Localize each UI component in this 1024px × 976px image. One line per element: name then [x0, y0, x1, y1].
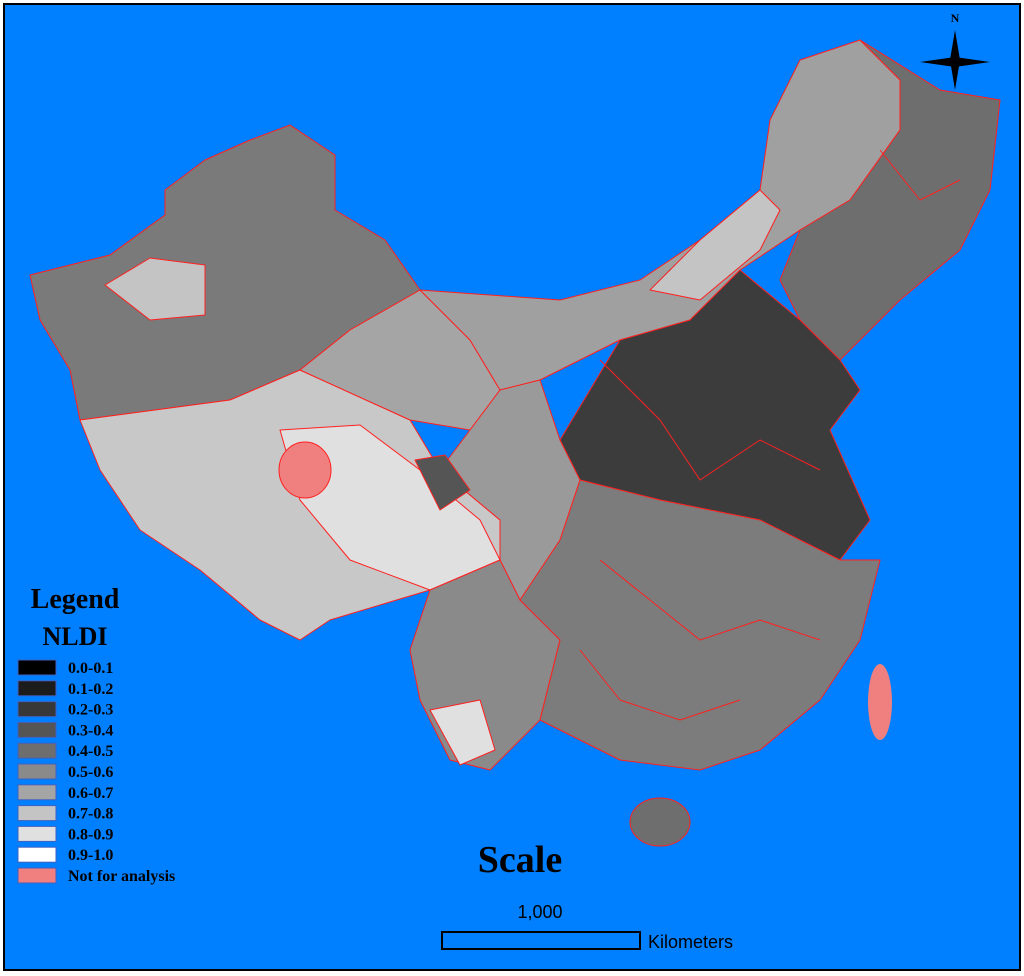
scale-unit: Kilometers: [648, 932, 733, 952]
legend-swatch: [17, 680, 57, 697]
excluded-region: [278, 441, 332, 499]
scale-distance: 1,000: [517, 902, 562, 922]
legend-swatch: [17, 701, 57, 718]
compass: N: [920, 11, 990, 90]
region: [104, 257, 206, 321]
legend-swatch: [17, 846, 57, 863]
legend-swatch: [17, 805, 57, 822]
regions: [29, 39, 1001, 847]
legend-swatch: [17, 763, 57, 780]
boundary: [599, 559, 821, 641]
legend-label: 0.3-0.4: [68, 722, 113, 739]
region: [414, 454, 471, 511]
region: [29, 124, 421, 421]
region: [629, 797, 691, 847]
legend-swatch: [17, 742, 57, 759]
legend-swatch: [17, 721, 57, 738]
legend-label: 0.5-0.6: [68, 764, 113, 781]
legend-label: Not for analysis: [68, 868, 175, 885]
legend-swatch: [17, 867, 57, 884]
legend-label: 0.9-1.0: [68, 847, 113, 864]
legend-swatch: [17, 784, 57, 801]
boundary: [579, 649, 741, 721]
legend-swatch: [17, 825, 57, 842]
legend-label: 0.1-0.2: [68, 681, 113, 698]
legend-subtitle: NLDI: [42, 622, 107, 651]
compass-label: N: [951, 11, 960, 25]
legend-swatch: [17, 659, 57, 676]
boundary: [879, 149, 961, 201]
region: [429, 699, 496, 766]
legend-label: 0.8-0.9: [68, 826, 113, 843]
region: [519, 479, 881, 771]
compass-needle: [920, 57, 990, 67]
legend: 0.0-0.1 0.1-0.2 0.2-0.3 0.3-0.4 0.4-0.5 0.5-0…: [17, 659, 175, 885]
legend-label: 0.6-0.7: [68, 785, 113, 802]
region: [649, 189, 781, 301]
excluded-region: [868, 664, 892, 740]
legend-label: 0.2-0.3: [68, 702, 113, 719]
scale-bar: [441, 931, 641, 950]
legend-title: Legend: [31, 584, 120, 615]
scale-title: Scale: [478, 839, 562, 881]
legend-label: 0.4-0.5: [68, 743, 113, 760]
legend-label: 0.0-0.1: [68, 660, 113, 677]
legend-label: 0.7-0.8: [68, 806, 113, 823]
boundary: [599, 359, 821, 481]
